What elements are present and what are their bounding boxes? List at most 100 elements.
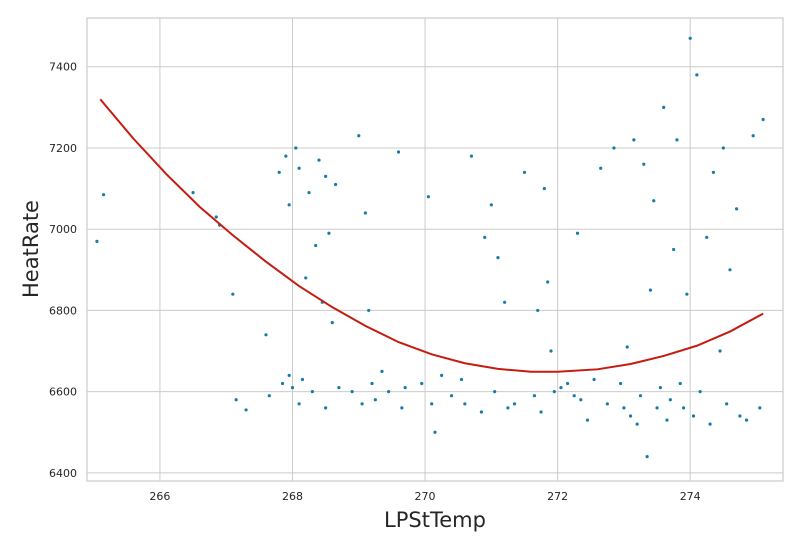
data-point <box>579 398 583 402</box>
data-point <box>761 117 765 122</box>
y-tick-label: 7400 <box>49 61 77 74</box>
data-point <box>403 385 407 390</box>
tick-labels: 266 268 270 272 274 6400 6600 6800 7000 7200 7400 <box>49 61 701 503</box>
y-axis-label: HeatRate <box>19 200 43 298</box>
data-point <box>698 390 702 394</box>
plot-frame <box>86 17 784 482</box>
data-point <box>459 377 464 382</box>
data-point <box>599 166 603 170</box>
data-point <box>300 377 305 382</box>
data-point <box>536 308 540 313</box>
data-point <box>512 402 517 406</box>
data-point <box>387 390 391 394</box>
data-point <box>95 239 99 243</box>
x-tick-label: 274 <box>680 490 701 503</box>
data-point <box>675 138 679 142</box>
data-point <box>735 207 739 211</box>
data-point <box>612 146 616 150</box>
data-point <box>317 158 321 162</box>
data-point <box>357 134 361 138</box>
data-point <box>672 247 676 252</box>
data-point <box>718 349 722 353</box>
data-point <box>751 134 755 138</box>
data-point <box>483 235 487 239</box>
data-point <box>440 373 444 378</box>
data-point <box>101 193 106 197</box>
data-point <box>728 268 732 272</box>
data-point <box>324 174 328 178</box>
data-point <box>721 146 725 150</box>
data-point <box>330 321 334 325</box>
data-point <box>552 390 556 394</box>
data-point <box>277 170 281 174</box>
data-point <box>287 203 291 207</box>
fit-curve-line <box>99 98 764 373</box>
data-point <box>668 398 672 402</box>
x-tick-label: 266 <box>149 490 170 503</box>
data-point <box>506 406 510 410</box>
data-point <box>284 154 288 158</box>
data-point <box>648 288 653 292</box>
data-point <box>231 292 235 296</box>
data-point <box>691 414 696 418</box>
data-point <box>542 186 546 191</box>
data-point <box>665 418 669 422</box>
data-point <box>214 215 218 219</box>
data-point <box>678 381 682 386</box>
data-point <box>592 377 596 382</box>
y-tick-label: 6400 <box>49 467 77 480</box>
data-point <box>738 414 742 418</box>
data-point <box>635 422 639 426</box>
data-point <box>433 430 437 434</box>
data-point <box>546 280 550 284</box>
data-point <box>628 414 633 418</box>
x-tick-label: 272 <box>547 490 568 503</box>
data-point <box>575 231 580 235</box>
data-point <box>695 73 699 77</box>
plot-area-background <box>87 18 783 481</box>
data-point <box>324 406 328 410</box>
data-point <box>632 138 636 142</box>
data-point <box>572 394 576 398</box>
x-axis-label: LPStTemp <box>384 508 486 532</box>
data-point <box>642 162 646 166</box>
data-point <box>307 191 311 195</box>
data-point <box>333 182 338 187</box>
x-tick-label: 268 <box>282 490 303 503</box>
grid-lines <box>87 18 783 481</box>
y-tick-label: 6600 <box>49 386 77 399</box>
data-point <box>625 345 629 349</box>
data-point <box>522 170 527 174</box>
data-point <box>360 402 364 406</box>
data-point <box>638 394 643 398</box>
data-point <box>725 402 729 406</box>
data-point <box>327 231 331 235</box>
data-point <box>367 308 371 313</box>
data-point <box>469 154 474 158</box>
data-point <box>294 146 298 150</box>
data-point <box>489 203 493 207</box>
data-point <box>400 406 404 410</box>
data-point <box>655 406 659 410</box>
data-point <box>287 373 291 378</box>
data-point <box>532 394 537 398</box>
data-point <box>426 195 430 199</box>
data-point <box>539 410 543 414</box>
data-point <box>585 418 590 422</box>
data-point <box>280 381 285 386</box>
data-point <box>711 170 716 174</box>
data-point <box>688 36 692 40</box>
data-point <box>314 243 318 248</box>
data-point <box>645 455 649 459</box>
data-point <box>605 402 609 406</box>
data-point <box>370 381 374 386</box>
data-point <box>304 276 308 280</box>
data-point <box>685 292 689 296</box>
data-point <box>363 211 367 215</box>
y-tick-label: 7000 <box>49 223 77 236</box>
data-point <box>503 300 507 304</box>
data-points <box>95 36 765 459</box>
data-point <box>463 402 467 406</box>
data-point <box>681 406 686 410</box>
data-point <box>496 256 500 260</box>
